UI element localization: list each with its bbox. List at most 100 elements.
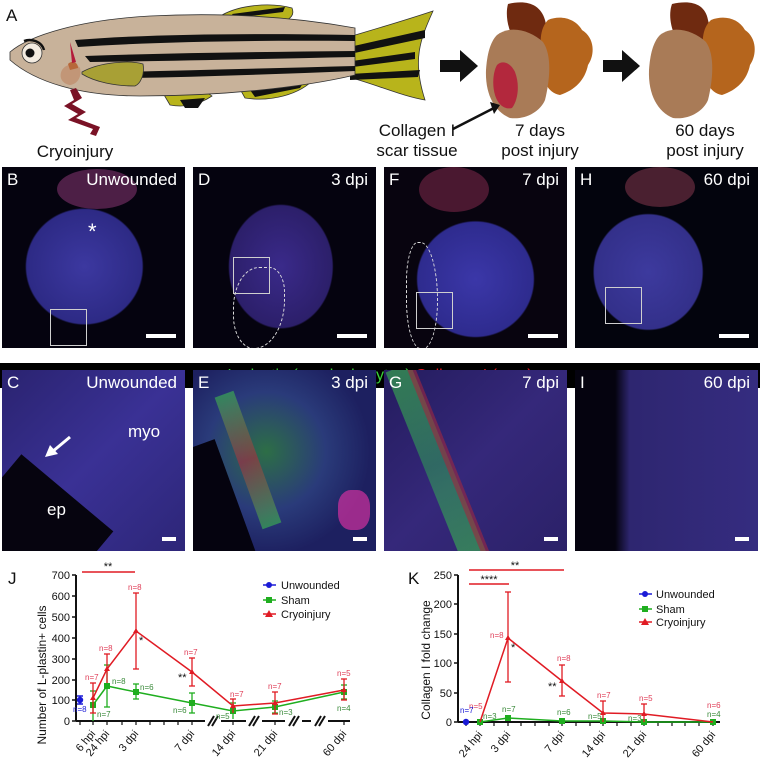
panel-letter-k: K	[408, 569, 420, 588]
svg-text:Sham: Sham	[281, 595, 310, 607]
svg-text:*: *	[511, 642, 516, 654]
svg-text:n=8: n=8	[73, 705, 87, 714]
scale-bar	[528, 334, 558, 338]
heart-60dpi-icon	[648, 2, 755, 119]
svg-text:n=7: n=7	[502, 705, 516, 714]
scale-bar	[719, 334, 749, 338]
arrow-pointer-icon	[45, 435, 71, 457]
scale-bar	[337, 334, 367, 338]
svg-text:**: **	[178, 672, 187, 684]
svg-text:3 dpi: 3 dpi	[489, 729, 514, 755]
svg-text:*: *	[139, 635, 144, 647]
svg-text:0: 0	[446, 717, 452, 729]
svg-text:n=7: n=7	[597, 691, 611, 700]
svg-text:60 dpi: 60 dpi	[321, 728, 349, 759]
svg-text:150: 150	[434, 629, 452, 641]
timepoint-label-e: 3 dpi	[331, 373, 368, 392]
micrograph-f-7dpi: F 7 dpi	[384, 167, 567, 348]
panel-letter-d: D	[198, 170, 211, 189]
svg-text:3 dpi: 3 dpi	[117, 728, 142, 754]
micrograph-c-unwounded: C Unwounded myo ep	[2, 370, 185, 551]
panel-letter-a: A	[6, 6, 18, 25]
scale-bar	[353, 537, 367, 541]
svg-text:n=7: n=7	[230, 690, 244, 699]
svg-text:**: **	[548, 681, 557, 693]
svg-text:Unwounded: Unwounded	[656, 589, 715, 601]
legend-j: Unwounded Sham Cryoinjury	[263, 580, 340, 621]
arrow-right-icon	[440, 50, 478, 82]
svg-text:n=5: n=5	[588, 712, 602, 721]
fish-tail-icon	[344, 10, 434, 101]
timepoint-label-c: Unwounded	[86, 373, 177, 392]
stage-60dpi-line2: post injury	[666, 141, 744, 160]
scale-bar	[146, 334, 176, 338]
svg-text:7 dpi: 7 dpi	[543, 729, 568, 755]
cryoinjury-label: Cryoinjury	[36, 142, 114, 161]
svg-text:n=5: n=5	[337, 669, 351, 678]
svg-text:600: 600	[52, 591, 70, 603]
svg-text:500: 500	[52, 612, 70, 624]
svg-text:14 dpi: 14 dpi	[580, 729, 608, 759]
y-axis-label-j: Number of L-plastin+ cells	[35, 605, 49, 744]
svg-text:****: ****	[480, 574, 498, 586]
myocardium-label: myo	[128, 422, 161, 441]
timepoint-label-b: Unwounded	[86, 170, 177, 189]
svg-text:14 dpi: 14 dpi	[210, 728, 238, 759]
svg-text:n=7: n=7	[460, 706, 474, 715]
svg-text:n=5: n=5	[469, 702, 483, 711]
svg-text:400: 400	[52, 633, 70, 645]
svg-text:60 dpi: 60 dpi	[690, 729, 718, 759]
svg-text:Sham: Sham	[656, 604, 685, 616]
y-axis-label-k: Collagen I fold change	[419, 600, 433, 720]
fish-heart-icon	[60, 64, 81, 85]
svg-text:n=3: n=3	[483, 712, 497, 721]
timepoint-label-i: 60 dpi	[703, 373, 750, 392]
svg-text:n=8: n=8	[112, 677, 126, 686]
heart-7dpi-icon	[485, 2, 593, 119]
svg-text:300: 300	[52, 654, 70, 666]
timepoint-label-g: 7 dpi	[522, 373, 559, 392]
svg-text:0: 0	[64, 716, 70, 728]
svg-text:n=6: n=6	[557, 708, 571, 717]
micrograph-h-60dpi: H 60 dpi	[575, 167, 758, 348]
inset-box	[233, 257, 270, 294]
svg-text:200: 200	[52, 675, 70, 687]
svg-text:**: **	[511, 560, 520, 572]
stage-60dpi-line1: 60 days	[675, 121, 735, 140]
zebrafish-cryoinjury-schematic	[9, 2, 755, 136]
svg-text:7 dpi: 7 dpi	[173, 728, 198, 754]
series-cryoinjury-j	[90, 592, 347, 715]
svg-text:n=3: n=3	[628, 714, 642, 723]
inset-box	[50, 309, 87, 346]
micrograph-b-unwounded: B Unwounded *	[2, 167, 185, 348]
svg-text:n=6: n=6	[140, 683, 154, 692]
timepoint-label-h: 60 dpi	[703, 170, 750, 189]
inset-box	[416, 292, 453, 329]
chart-k-collagen: K Collagen I fold change 250 200 150 100…	[408, 560, 721, 759]
chart-j-lplastin: J Number of L-plastin+ cells 700 600 500…	[8, 561, 351, 759]
svg-text:100: 100	[434, 658, 452, 670]
panel-letter-h: H	[580, 170, 593, 189]
svg-text:n=7: n=7	[268, 682, 282, 691]
scale-bar	[735, 537, 749, 541]
legend-k: Unwounded Sham Cryoinjury	[639, 589, 715, 629]
svg-text:Cryoinjury: Cryoinjury	[656, 617, 706, 629]
scar-label-line2: scar tissue	[376, 141, 458, 160]
cryoinjury-bolt-icon	[64, 88, 100, 136]
svg-text:21 dpi: 21 dpi	[621, 729, 649, 759]
injury-outline	[406, 242, 438, 348]
stage-7dpi-line2: post injury	[501, 141, 579, 160]
svg-text:n=4: n=4	[707, 710, 721, 719]
svg-text:n=6: n=6	[173, 706, 187, 715]
panel-letter-e: E	[198, 373, 210, 392]
scale-bar	[162, 537, 176, 541]
stage-7dpi-line1: 7 days	[514, 121, 566, 140]
panel-letter-b: B	[7, 170, 19, 189]
svg-text:n=3: n=3	[279, 708, 293, 717]
svg-text:n=8: n=8	[557, 654, 571, 663]
svg-text:50: 50	[440, 688, 452, 700]
series-cryoinjury-k	[479, 591, 714, 723]
svg-text:24 hpi: 24 hpi	[457, 729, 485, 759]
inset-box	[605, 287, 642, 324]
micrograph-g-7dpi: G 7 dpi	[384, 370, 567, 551]
